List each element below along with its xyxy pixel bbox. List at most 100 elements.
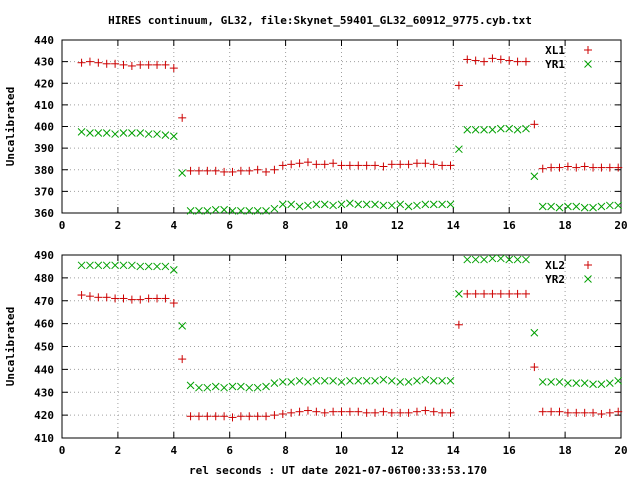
x-tick-label: 12 <box>391 219 404 232</box>
data-point <box>203 206 212 215</box>
y-tick-label: 480 <box>34 272 54 285</box>
cross-mark-b <box>413 376 421 385</box>
data-point <box>136 262 145 271</box>
data-point <box>287 378 296 386</box>
data-point <box>496 289 505 298</box>
cross-mark-b <box>580 379 589 387</box>
data-point <box>488 289 497 298</box>
data-point <box>346 376 354 385</box>
data-point <box>345 407 354 416</box>
cross-mark-b <box>161 262 170 271</box>
data-point <box>270 204 279 213</box>
series-YR1 <box>77 124 623 215</box>
cross-mark-b <box>161 131 170 140</box>
x-tick-label: 16 <box>503 444 517 457</box>
data-point <box>555 378 564 386</box>
data-point <box>220 205 228 214</box>
data-point <box>144 130 153 138</box>
data-point <box>304 378 312 386</box>
data-point <box>245 166 254 175</box>
data-point <box>186 412 195 421</box>
x-tick-label: 10 <box>335 219 348 232</box>
data-point <box>371 376 379 385</box>
cross-mark-b <box>480 255 488 264</box>
data-point <box>455 290 463 298</box>
data-point <box>245 206 254 215</box>
data-point <box>144 262 153 271</box>
data-point <box>555 203 564 212</box>
data-point <box>329 201 337 210</box>
data-point <box>245 412 254 421</box>
data-point <box>253 165 262 174</box>
data-point <box>396 200 405 209</box>
data-point <box>505 124 514 133</box>
data-point <box>337 200 346 209</box>
data-point <box>102 261 111 270</box>
data-point <box>480 125 488 134</box>
y-tick-label: 360 <box>34 207 54 220</box>
data-point <box>337 407 346 416</box>
x-tick-label: 16 <box>503 219 517 232</box>
cross-mark-b <box>580 203 589 212</box>
data-point <box>94 261 103 270</box>
data-point <box>304 201 312 210</box>
data-point <box>169 266 178 274</box>
cross-mark-b <box>463 255 472 264</box>
cross-mark-b <box>262 206 270 215</box>
cross-mark-b <box>262 382 270 391</box>
x-tick-label: 18 <box>558 219 571 232</box>
data-point <box>178 322 187 330</box>
top-panel: 0 2 4 6 8 10 12 14 16 18 20 360 370 380 390 400 410 420 43… <box>4 34 628 232</box>
legend-marker <box>584 60 592 68</box>
data-point <box>605 408 614 417</box>
data-point <box>396 160 405 169</box>
data-point <box>211 412 220 421</box>
cross-mark-b <box>278 200 287 209</box>
cross-mark-b <box>505 255 514 264</box>
data-point <box>421 406 430 415</box>
cross-mark-b <box>446 376 455 385</box>
data-point <box>471 125 480 134</box>
data-point <box>102 59 111 68</box>
data-point <box>161 262 170 271</box>
data-point <box>580 162 589 171</box>
data-point <box>354 407 363 416</box>
cross-mark-b <box>455 290 463 298</box>
data-point <box>136 295 145 304</box>
x-tick-label: 10 <box>335 444 348 457</box>
cross-mark-b <box>404 378 413 386</box>
x-tick-label: 14 <box>447 444 461 457</box>
data-point <box>320 376 329 385</box>
data-point <box>387 160 396 169</box>
data-point <box>362 376 371 385</box>
cross-mark-b <box>530 328 539 337</box>
data-point <box>312 200 321 209</box>
cross-mark-b <box>404 202 413 211</box>
data-point <box>471 255 480 264</box>
data-point <box>77 291 86 300</box>
cross-mark-b <box>346 376 354 385</box>
data-point <box>530 328 539 337</box>
data-point <box>262 412 271 421</box>
cross-mark-b <box>605 201 614 210</box>
data-point <box>153 262 161 271</box>
data-point <box>203 166 212 175</box>
y-axis-label: Uncalibrated <box>4 307 17 386</box>
cross-mark-b <box>312 376 321 385</box>
cross-mark-b <box>195 383 203 392</box>
data-point <box>211 166 220 175</box>
cross-mark-b <box>396 378 405 386</box>
data-point <box>463 125 472 134</box>
data-point <box>505 255 514 264</box>
cross-mark-b <box>371 376 379 385</box>
data-point <box>278 378 287 386</box>
x-tick-label: 0 <box>59 444 66 457</box>
data-point <box>345 161 354 170</box>
data-point <box>597 163 606 172</box>
cross-mark-b <box>295 202 304 211</box>
data-point <box>379 201 388 210</box>
data-point <box>513 289 522 298</box>
data-point <box>522 124 530 133</box>
data-point <box>547 163 556 172</box>
data-point <box>547 407 556 416</box>
